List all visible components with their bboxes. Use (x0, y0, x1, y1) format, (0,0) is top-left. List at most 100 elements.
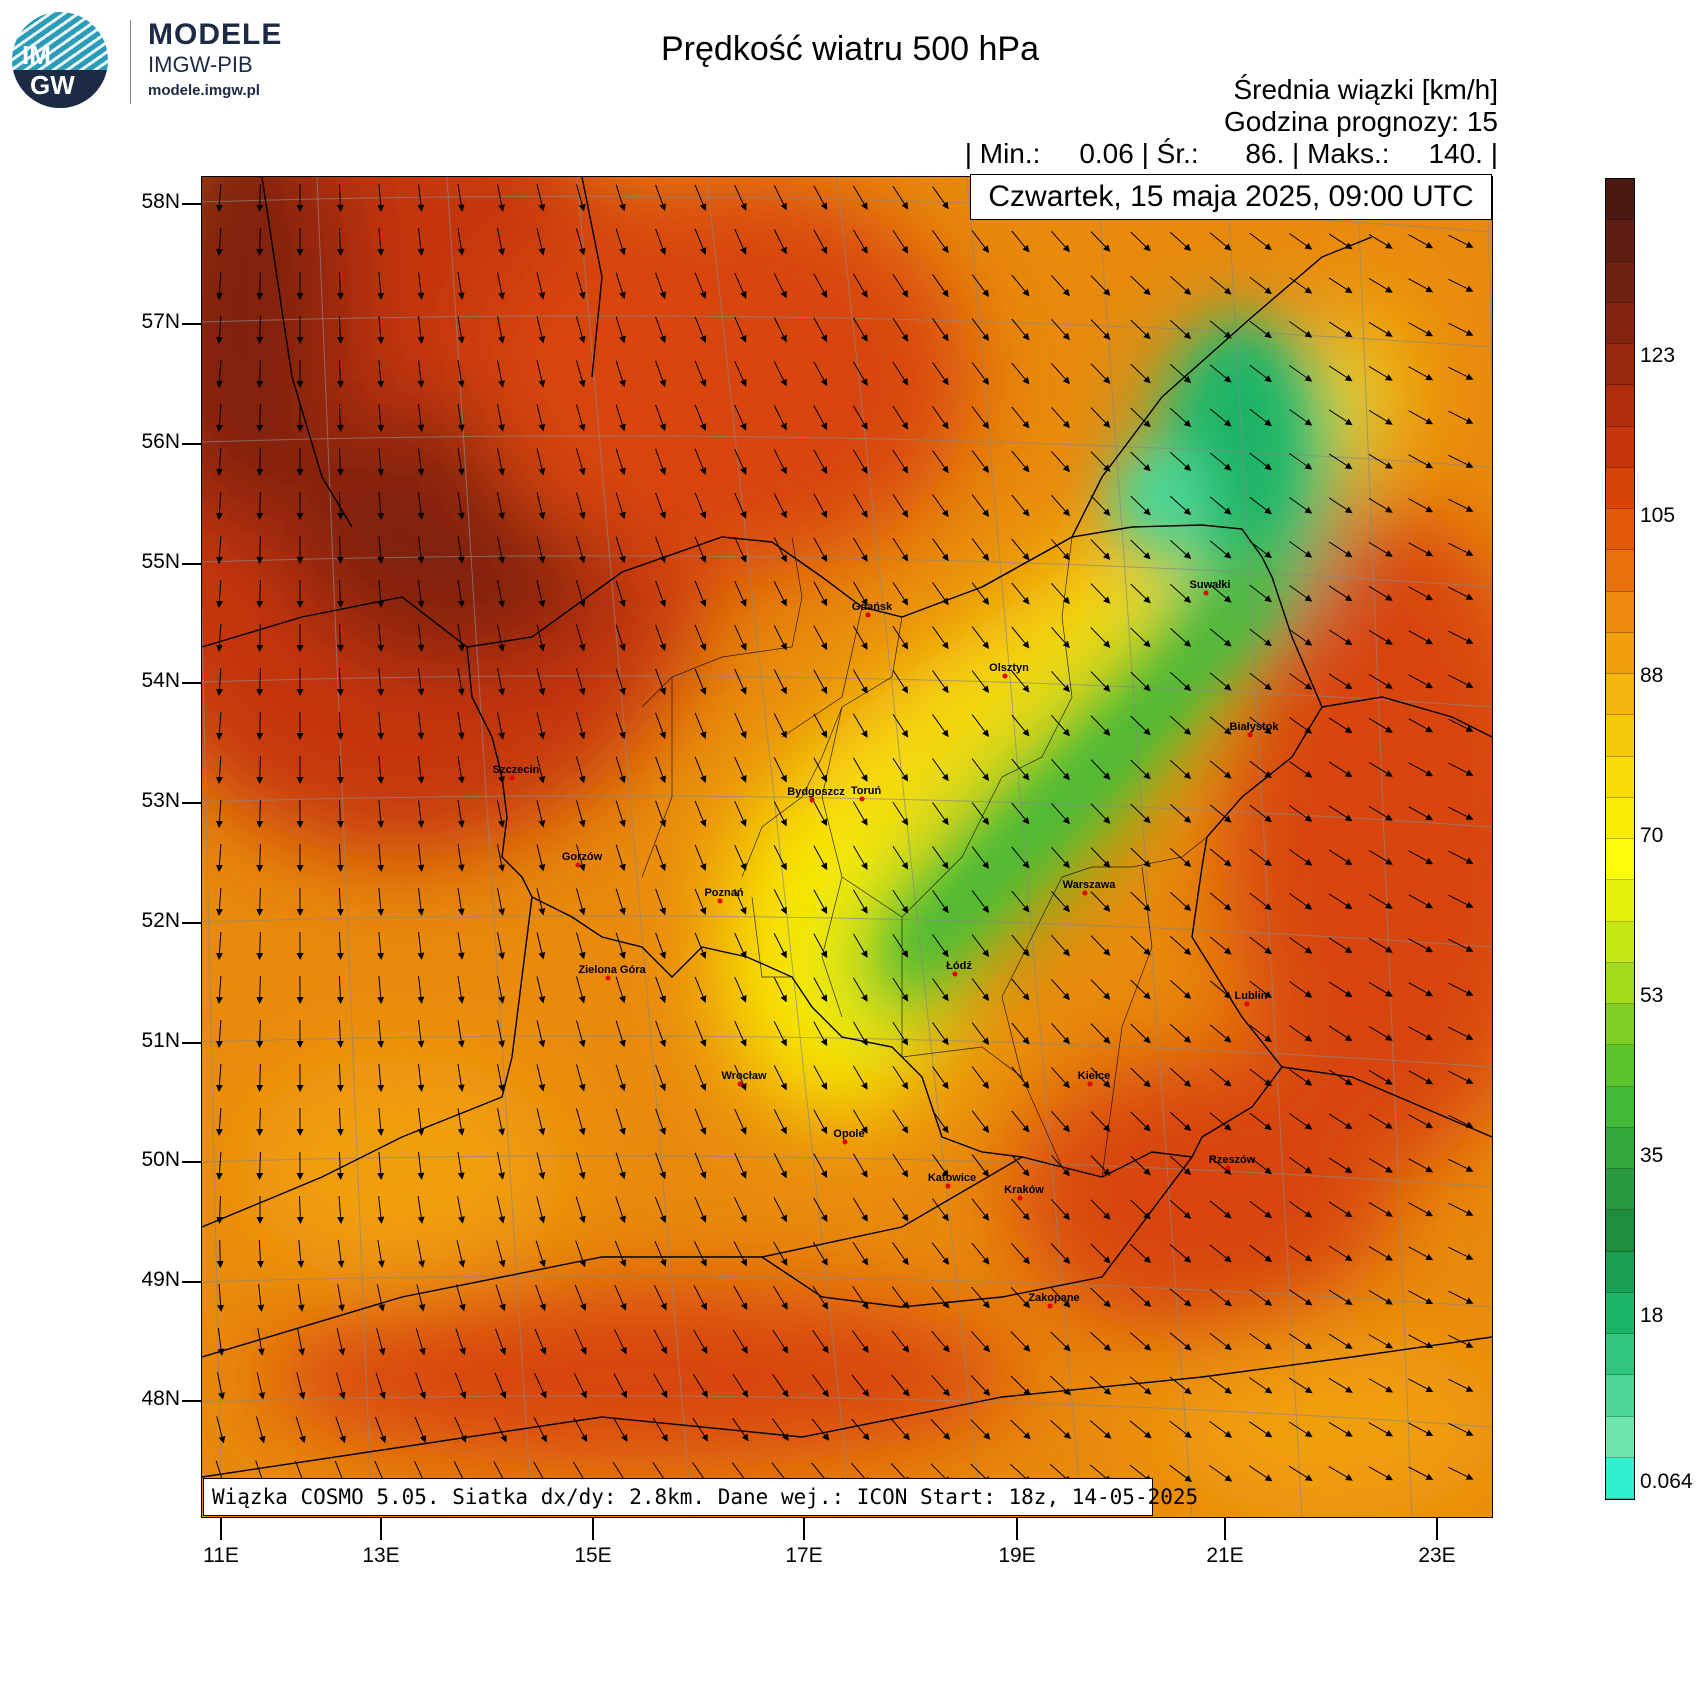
wind-arrow (497, 492, 505, 520)
wind-arrow (1209, 1112, 1232, 1131)
wind-arrow (336, 1019, 344, 1048)
wind-arrow (417, 1152, 425, 1180)
wind-arrow (813, 757, 828, 783)
wind-arrow (773, 933, 787, 959)
wind-arrow (732, 1418, 749, 1442)
wind-arrow (931, 1374, 950, 1397)
wind-arrow (576, 1108, 586, 1136)
wind-arrow (852, 537, 868, 562)
latitude-tick-label: 53N (141, 789, 180, 812)
colorbar-step (1606, 1210, 1634, 1252)
wind-arrow (813, 1153, 828, 1179)
wind-arrow (1408, 1114, 1434, 1129)
wind-arrow (655, 668, 666, 696)
wind-arrow (454, 1372, 467, 1399)
wind-arrow (1249, 1112, 1272, 1131)
wind-arrow (576, 1020, 586, 1048)
city-label: Kraków (1004, 1184, 1044, 1196)
wind-arrow (536, 1108, 546, 1136)
wind-arrow (1090, 627, 1111, 648)
wind-arrow (1011, 406, 1030, 429)
wind-arrow (415, 1328, 426, 1356)
wind-arrow (773, 185, 787, 211)
city-marker-dot (1082, 890, 1088, 896)
wind-arrow (732, 1373, 749, 1398)
wind-arrow (1169, 847, 1192, 868)
wind-arrow (694, 1064, 707, 1091)
wind-arrow (1289, 1113, 1313, 1130)
wind-arrow (1289, 1245, 1313, 1262)
wind-arrow (971, 1286, 990, 1309)
wind-arrow (1328, 1157, 1353, 1174)
wind-arrow (1209, 232, 1232, 251)
colorbar-step (1606, 426, 1634, 468)
wind-arrow (655, 712, 666, 740)
wind-arrow (1448, 982, 1474, 996)
wind-arrow (1169, 671, 1192, 692)
wind-arrow (1368, 233, 1393, 249)
wind-arrow (1249, 408, 1272, 427)
wind-arrow (1448, 542, 1474, 556)
wind-arrow (1448, 762, 1474, 776)
wind-arrow (1408, 542, 1434, 557)
wind-arrow (497, 888, 505, 916)
city-marker-dot (737, 1081, 743, 1087)
wind-arrow (1249, 716, 1272, 735)
wind-arrow (576, 536, 586, 564)
city-label: Gdańsk (851, 601, 893, 613)
wind-arrow (1169, 231, 1192, 252)
wind-arrow (216, 1416, 226, 1444)
wind-arrow (892, 1065, 909, 1090)
wind-arrow (1328, 453, 1353, 470)
wind-arrow (1448, 894, 1474, 908)
wind-arrow (734, 624, 747, 651)
wind-arrow (256, 1107, 264, 1136)
wind-arrow (1368, 1334, 1394, 1349)
wind-arrow (494, 1372, 507, 1399)
wind-arrow (813, 317, 828, 343)
longitude-tick (592, 1518, 594, 1540)
latitude-tick-label: 57N (141, 310, 180, 333)
speed-field (202, 177, 1492, 1517)
wind-arrow (1288, 1465, 1313, 1481)
wind-arrow (1051, 1154, 1070, 1177)
city-label: Bydgoszcz (787, 786, 845, 798)
longitude-tick (220, 1518, 222, 1540)
wind-arrow (813, 933, 828, 959)
wind-arrow (1448, 454, 1474, 468)
wind-arrow (536, 404, 546, 432)
wind-arrow (536, 624, 546, 652)
wind-arrow (1051, 318, 1070, 341)
wind-arrow (615, 448, 626, 476)
wind-arrow (1249, 452, 1272, 471)
wind-arrow (615, 228, 626, 256)
wind-arrow (655, 976, 666, 1004)
wind-arrow (772, 1329, 789, 1354)
wind-arrow (1328, 233, 1353, 250)
wind-arrow (773, 1109, 787, 1135)
wind-arrow (1169, 935, 1192, 956)
wind-arrow (852, 185, 868, 210)
wind-arrow (297, 1284, 305, 1312)
wind-arrow (1051, 494, 1070, 517)
wind-arrow (932, 538, 949, 562)
wind-arrow (892, 889, 909, 914)
latitude-tick-label: 56N (141, 430, 180, 453)
wind-arrow (377, 183, 385, 212)
wind-arrow (1169, 1288, 1192, 1307)
wind-arrow (773, 757, 787, 783)
wind-arrow (694, 316, 707, 343)
wind-arrow (536, 228, 546, 256)
wind-arrow (1289, 805, 1313, 822)
colorbar-step (1606, 1045, 1634, 1087)
wind-arrow (497, 1152, 505, 1180)
wind-arrow (1448, 1378, 1474, 1392)
wind-arrow (215, 843, 223, 872)
wind-arrow (813, 713, 828, 739)
wind-arrow (1051, 670, 1070, 693)
wind-arrow (1209, 760, 1232, 779)
city-marker-dot (865, 612, 871, 618)
colorbar-step (1606, 1004, 1634, 1046)
wind-arrow (970, 1330, 991, 1353)
wind-arrow (1050, 1287, 1071, 1308)
